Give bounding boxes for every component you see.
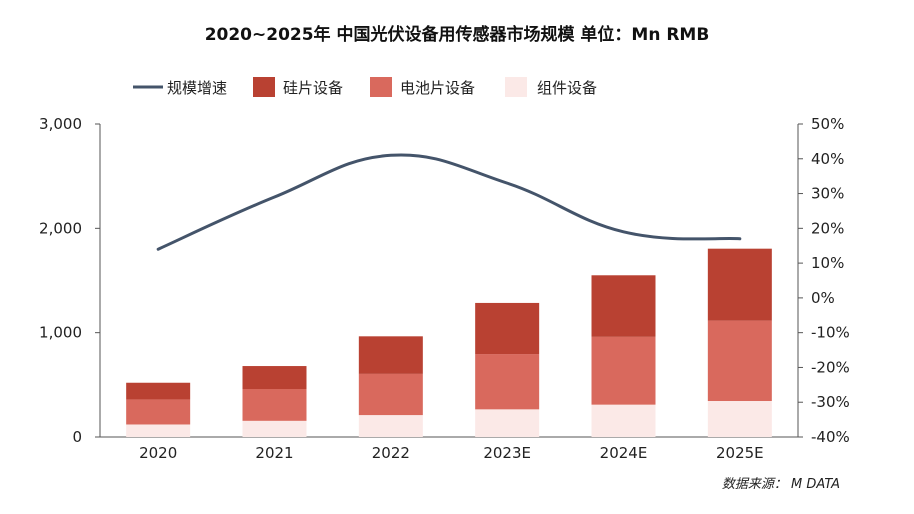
right-tick-label: -20% [811, 358, 850, 376]
x-tick-label: 2024E [600, 444, 648, 462]
bar-cell [707, 320, 772, 402]
bar-module [475, 409, 540, 437]
bar-wafer [126, 382, 191, 400]
right-tick-label: 40% [811, 150, 844, 168]
x-tick-label: 2021 [255, 444, 293, 462]
source-note: 数据来源： M DATA [722, 477, 840, 492]
right-tick-label: 50% [811, 115, 844, 133]
x-tick-label: 2022 [372, 444, 410, 462]
legend-swatch-cell [370, 77, 392, 97]
x-tick-label: 2025E [716, 444, 764, 462]
bar-module [591, 404, 656, 437]
bar-cell [475, 354, 540, 410]
x-tick-label: 2020 [139, 444, 177, 462]
bar-module [358, 415, 423, 437]
left-tick-label: 0 [72, 428, 82, 446]
right-tick-label: -40% [811, 428, 850, 446]
legend-label-module: 组件设备 [537, 79, 597, 97]
right-tick-label: -10% [811, 324, 850, 342]
bar-cell [242, 389, 307, 421]
right-tick-label: 30% [811, 185, 844, 203]
right-tick-label: -30% [811, 393, 850, 411]
legend-label-wafer: 硅片设备 [283, 79, 343, 97]
growth-line [156, 153, 742, 251]
legend-label-growth: 规模增速 [167, 79, 227, 97]
chart-title: 2020~2025年 中国光伏设备用传感器市场规模 单位：Mn RMB [205, 24, 710, 45]
bar-module [126, 424, 191, 437]
right-tick-label: 0% [811, 289, 835, 307]
legend-swatch-module [505, 77, 527, 97]
left-tick-label: 1,000 [39, 324, 82, 342]
bar-cell [591, 336, 656, 405]
legend-swatch-wafer [253, 77, 275, 97]
bar-module [707, 401, 772, 437]
bar-wafer [707, 248, 772, 321]
legend: 规模增速 硅片设备 电池片设备 组件设备 [133, 77, 597, 97]
bars-group [126, 248, 772, 437]
bar-cell [358, 373, 423, 416]
x-axis-labels: 2020 2021 2022 2023E 2024E 2025E [139, 444, 764, 462]
bar-cell [126, 399, 191, 425]
left-axis-ticks: 0 1,000 2,000 3,000 [39, 115, 100, 446]
bar-module [242, 420, 307, 437]
legend-label-cell: 电池片设备 [400, 79, 475, 97]
right-tick-label: 20% [811, 219, 844, 237]
bar-wafer [358, 336, 423, 374]
bar-wafer [242, 366, 307, 390]
left-tick-label: 2,000 [39, 219, 82, 237]
bar-wafer [591, 275, 656, 337]
right-axis-ticks: -40% -30% -20% -10% 0% 10% 20% 30% 40% 50% [798, 115, 850, 446]
right-tick-label: 10% [811, 254, 844, 272]
x-tick-label: 2023E [483, 444, 531, 462]
bar-wafer [475, 302, 540, 355]
left-tick-label: 3,000 [39, 115, 82, 133]
